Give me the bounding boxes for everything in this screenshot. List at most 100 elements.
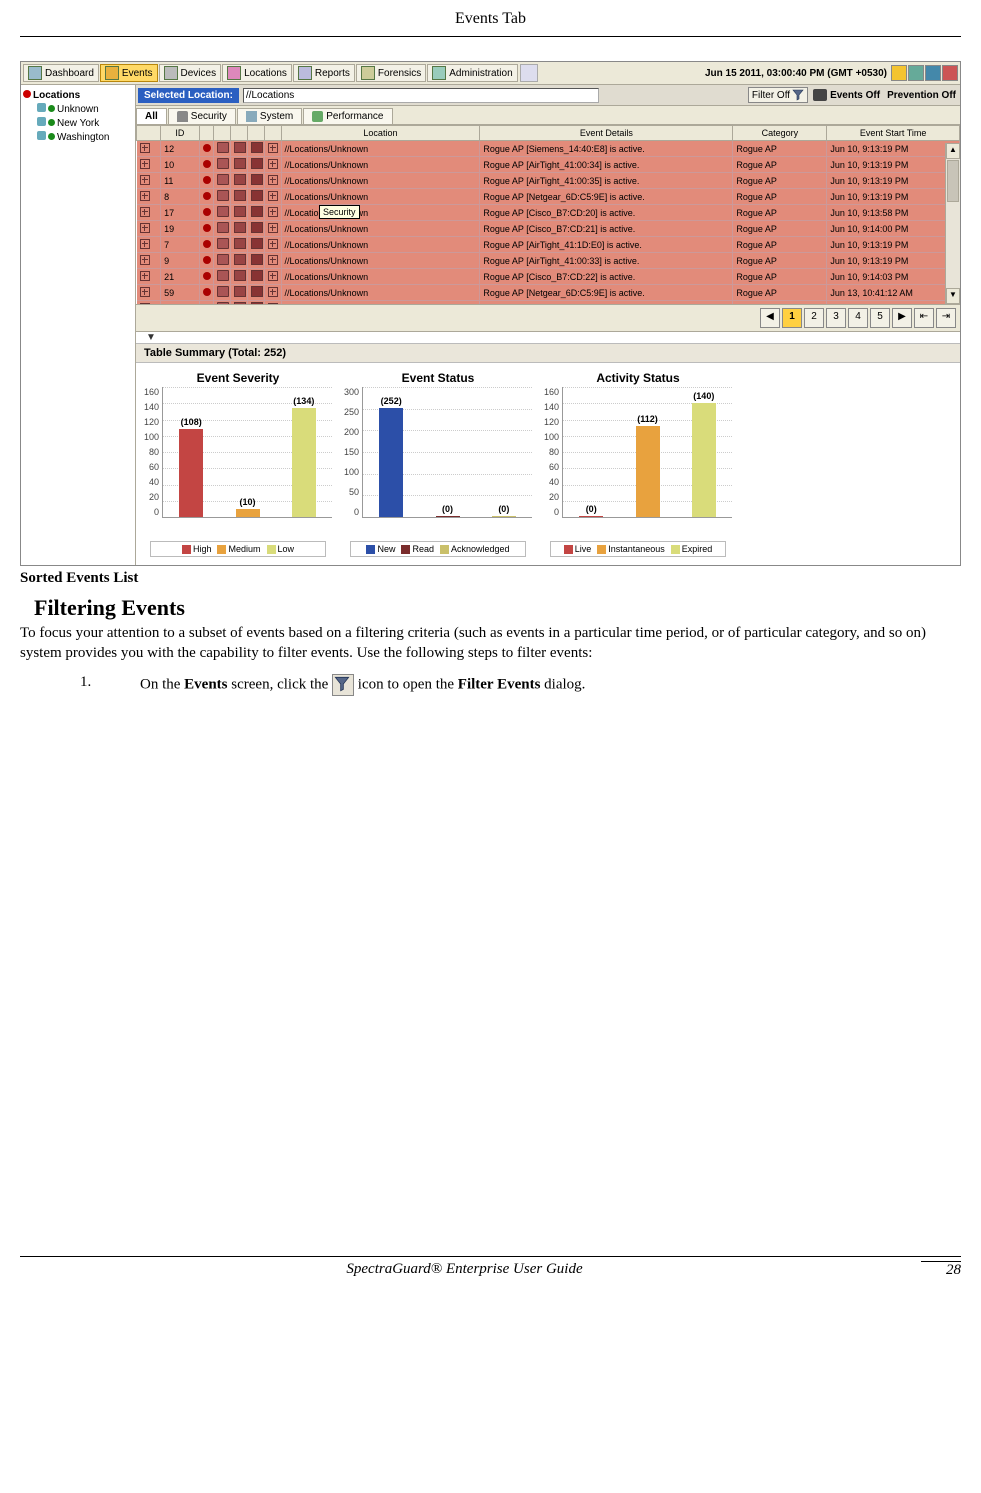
mail-icon[interactable] — [217, 206, 229, 217]
expand-icon[interactable] — [140, 143, 150, 153]
expand-icon[interactable] — [140, 303, 150, 305]
table-row[interactable]: 58//Locations/UnknownRogue AP [AirTight_… — [137, 301, 960, 305]
table-row[interactable]: 9//Locations/UnknownRogue AP [AirTight_4… — [137, 253, 960, 269]
scroll-thumb[interactable] — [947, 160, 959, 202]
flag-icon[interactable] — [234, 158, 246, 169]
mail-icon[interactable] — [217, 286, 229, 297]
flag-icon[interactable] — [234, 270, 246, 281]
expand-icon[interactable] — [140, 175, 150, 185]
expand-icon[interactable] — [140, 287, 150, 297]
expand-icon[interactable] — [140, 191, 150, 201]
summary-collapse-icon[interactable]: ▼ — [136, 332, 960, 343]
tab-dashboard[interactable]: Dashboard — [23, 64, 99, 82]
table-row[interactable]: 59//Locations/UnknownRogue AP [Netgear_6… — [137, 285, 960, 301]
scroll-up-icon[interactable]: ▲ — [946, 143, 960, 159]
expand-icon[interactable] — [140, 159, 150, 169]
table-row[interactable]: 7//Locations/UnknownRogue AP [AirTight_4… — [137, 237, 960, 253]
flag-icon[interactable] — [234, 302, 246, 304]
plus-icon[interactable] — [268, 255, 278, 265]
page-prev[interactable]: ◀ — [760, 308, 780, 328]
delete-icon[interactable] — [251, 254, 263, 265]
column-header[interactable] — [214, 126, 231, 141]
tab-events[interactable]: Events — [100, 64, 158, 82]
column-header[interactable]: Event Details — [480, 126, 733, 141]
plus-icon[interactable] — [268, 143, 278, 153]
delete-icon[interactable] — [251, 142, 263, 153]
table-row[interactable]: 17//Locations/UnknownRogue AP [Cisco_B7:… — [137, 205, 960, 221]
column-header[interactable] — [264, 126, 281, 141]
subtab-security[interactable]: Security — [168, 108, 236, 124]
plus-icon[interactable] — [268, 287, 278, 297]
column-header[interactable] — [230, 126, 247, 141]
plus-icon[interactable] — [268, 207, 278, 217]
page-button[interactable]: 3 — [826, 308, 846, 328]
expand-icon[interactable] — [140, 271, 150, 281]
column-header[interactable]: Category — [733, 126, 827, 141]
table-row[interactable]: 21//Locations/UnknownRogue AP [Cisco_B7:… — [137, 269, 960, 285]
plus-icon[interactable] — [268, 159, 278, 169]
page-button[interactable]: 4 — [848, 308, 868, 328]
tree-item[interactable]: Washington — [23, 130, 133, 144]
tree-item[interactable]: Unknown — [23, 102, 133, 116]
column-header[interactable] — [137, 126, 161, 141]
mail-icon[interactable] — [217, 302, 229, 304]
delete-icon[interactable] — [251, 158, 263, 169]
flag-icon[interactable] — [234, 238, 246, 249]
expand-icon[interactable] — [140, 255, 150, 265]
page-button[interactable]: 2 — [804, 308, 824, 328]
expand-icon[interactable] — [140, 239, 150, 249]
column-header[interactable] — [199, 126, 213, 141]
tab-reports[interactable]: Reports — [293, 64, 355, 82]
delete-icon[interactable] — [251, 222, 263, 233]
flag-icon[interactable] — [234, 286, 246, 297]
close-icon[interactable] — [942, 65, 958, 81]
help-icon[interactable] — [891, 65, 907, 81]
page-button[interactable]: 1 — [782, 308, 802, 328]
flag-icon[interactable] — [234, 174, 246, 185]
mail-icon[interactable] — [217, 142, 229, 153]
expand-icon[interactable] — [140, 207, 150, 217]
subtab-system[interactable]: System — [237, 108, 302, 124]
delete-icon[interactable] — [251, 270, 263, 281]
flag-icon[interactable] — [234, 222, 246, 233]
plus-icon[interactable] — [268, 175, 278, 185]
delete-icon[interactable] — [251, 190, 263, 201]
plus-icon[interactable] — [268, 303, 278, 305]
delete-icon[interactable] — [251, 238, 263, 249]
table-row[interactable]: 8//Locations/UnknownRogue AP [Netgear_6D… — [137, 189, 960, 205]
vertical-scrollbar[interactable]: ▲ ▼ — [945, 143, 960, 304]
tree-root[interactable]: Locations — [23, 89, 133, 102]
page-next[interactable]: ▶ — [892, 308, 912, 328]
tree-item[interactable]: New York — [23, 116, 133, 130]
table-row[interactable]: 12//Locations/UnknownRogue AP [Siemens_1… — [137, 141, 960, 157]
expand-icon[interactable] — [140, 223, 150, 233]
flag-icon[interactable] — [234, 142, 246, 153]
column-header[interactable]: Location — [281, 126, 480, 141]
plus-icon[interactable] — [268, 239, 278, 249]
tab-locations[interactable]: Locations — [222, 64, 292, 82]
delete-icon[interactable] — [251, 302, 263, 304]
column-header[interactable]: ID — [161, 126, 200, 141]
delete-icon[interactable] — [251, 206, 263, 217]
flag-icon[interactable] — [234, 190, 246, 201]
subtab-all[interactable]: All — [136, 108, 167, 124]
page-last[interactable]: ⇥ — [936, 308, 956, 328]
table-row[interactable]: 11//Locations/UnknownRogue AP [AirTight_… — [137, 173, 960, 189]
maximize-icon[interactable] — [925, 65, 941, 81]
refresh-icon[interactable] — [520, 64, 538, 82]
filter-toggle[interactable]: Filter Off — [748, 87, 808, 103]
mail-icon[interactable] — [217, 270, 229, 281]
mail-icon[interactable] — [217, 174, 229, 185]
delete-icon[interactable] — [251, 286, 263, 297]
plus-icon[interactable] — [268, 271, 278, 281]
table-row[interactable]: 19//Locations/UnknownRogue AP [Cisco_B7:… — [137, 221, 960, 237]
subtab-performance[interactable]: Performance — [303, 108, 392, 124]
flag-icon[interactable] — [234, 254, 246, 265]
tab-administration[interactable]: Administration — [427, 64, 517, 82]
prevention-status[interactable]: Prevention Off — [885, 90, 958, 101]
plus-icon[interactable] — [268, 223, 278, 233]
mail-icon[interactable] — [217, 158, 229, 169]
mail-icon[interactable] — [217, 190, 229, 201]
tab-devices[interactable]: Devices — [159, 64, 222, 82]
scroll-down-icon[interactable]: ▼ — [946, 288, 960, 304]
